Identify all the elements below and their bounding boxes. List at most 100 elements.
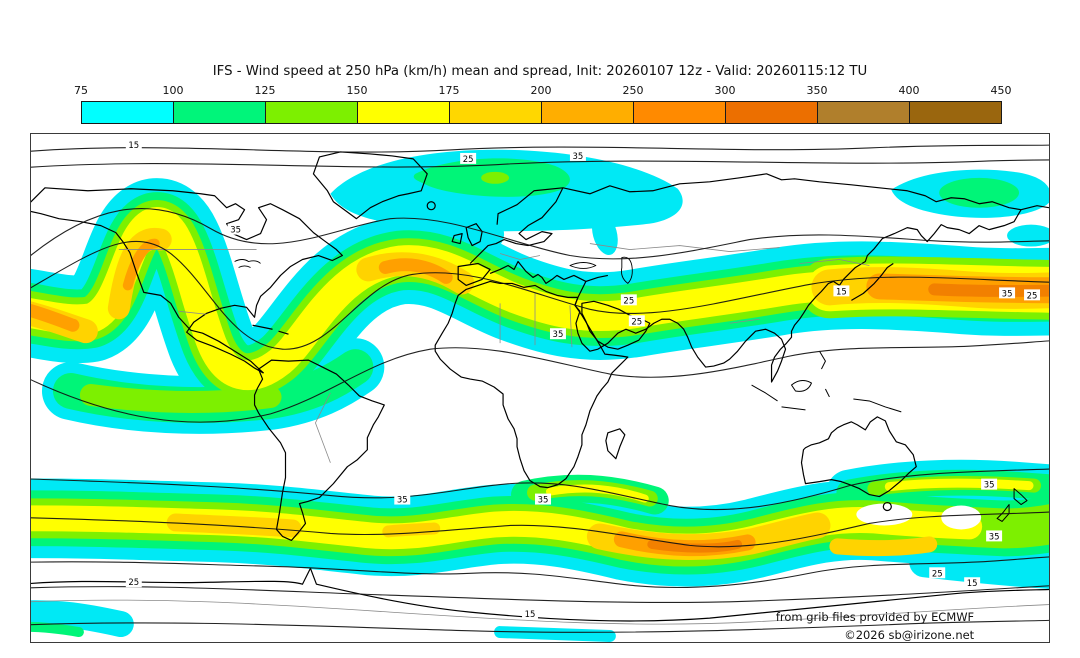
contour-sh-35-north — [20, 468, 1060, 511]
contour-chip-bg — [628, 315, 645, 327]
contour-chip-label: 15 — [128, 140, 139, 150]
colorbar-tick-125: 125 — [254, 84, 276, 97]
coastline-australia — [800, 416, 917, 498]
polar-canada-chartreuse-dot — [481, 171, 510, 184]
contour-chip-bg — [569, 149, 586, 161]
antarctic-green-left — [6, 621, 84, 638]
contour-chip-bg — [999, 287, 1016, 299]
border-antarctica-inner — [21, 599, 1059, 625]
border-south-america — [315, 392, 331, 463]
contour-chip-bg — [460, 152, 477, 164]
contour-sh-25 — [20, 584, 1060, 604]
contour-chip-label: 35 — [538, 495, 549, 505]
colorbar-cell-175-200 — [449, 101, 542, 124]
gold-sh-spot — [382, 522, 441, 538]
coastline-greenland — [312, 151, 428, 220]
colorbar-cell-100-125 — [173, 101, 266, 124]
contour-chip-bg — [1024, 289, 1041, 301]
colorbar-cell-125-150 — [265, 101, 358, 124]
colorbar-tick-75: 75 — [74, 84, 88, 97]
attribution-ecmwf: from grib files provided by ECMWF — [776, 610, 974, 624]
coastline-mediterranean-north — [489, 260, 608, 285]
coastline-cuba — [252, 324, 289, 335]
spread-contours — [20, 144, 1060, 633]
white-gaps — [856, 503, 982, 530]
border-russia-south — [589, 243, 870, 266]
coastline-great-lakes — [234, 259, 261, 268]
colorbar-tick-400: 400 — [898, 84, 920, 97]
gap-tasman-east — [941, 505, 982, 530]
colorbar-cell-350-400 — [817, 101, 910, 124]
coastline-arabia — [581, 300, 651, 350]
contour-chip-label: 15 — [967, 578, 978, 588]
contour-chip-label: 35 — [1002, 288, 1013, 298]
streak-safrica-yellow — [545, 484, 649, 503]
world-wind-map: 15 25 35 35 35 25 25 15 35 25 35 35 35 35 25 25 15 15 fro… — [0, 138, 1080, 642]
contour-chip-bg — [394, 493, 411, 505]
contour-nh-35-north — [20, 208, 1059, 264]
contour-chip-bg — [535, 493, 551, 505]
antarctic-cyan-left — [0, 600, 134, 638]
colorbar-tick-150: 150 — [346, 84, 368, 97]
contour-sh-35-south — [21, 555, 1060, 589]
colorbar-cell-75-100 — [81, 101, 174, 124]
antarctic-cyan-center — [494, 626, 616, 642]
contour-chip-label: 25 — [1027, 290, 1038, 300]
spread-contour-labels: 15 25 35 35 35 25 25 15 35 25 35 35 35 35 25 25 15 15 — [125, 138, 1041, 620]
jet-nh-branch-chartreuse — [79, 384, 282, 413]
border-sahara — [499, 293, 573, 348]
coastline-north-america-east — [22, 187, 343, 374]
gap-tasman-west — [856, 503, 913, 526]
coastline-iberia — [457, 262, 491, 287]
contour-chip-label: 25 — [631, 316, 642, 326]
contour-chip-label: 25 — [128, 577, 139, 587]
polar-blob-small-right — [1007, 224, 1055, 247]
contour-nh-25 — [20, 159, 1059, 169]
deep-orange-sh — [647, 539, 743, 553]
contour-chip-bg — [833, 285, 850, 297]
contour-sh-inner — [21, 510, 1060, 548]
chart-title: IFS - Wind speed at 250 hPa (km/h) mean … — [212, 64, 868, 79]
coastline-arctic-russia — [562, 173, 1050, 211]
contour-chip-label: 35 — [230, 225, 241, 235]
coastline-black-sea — [569, 262, 597, 269]
coastline-tasmania — [882, 501, 892, 512]
colorbar-tick-350: 350 — [806, 84, 828, 97]
contour-chip-bg — [549, 328, 566, 340]
coastline-iceland — [426, 201, 436, 211]
colorbar-tick-250: 250 — [622, 84, 644, 97]
colorbar-tick-100: 100 — [162, 84, 184, 97]
colorbar-cell-200-250 — [541, 101, 634, 124]
attribution-copyright: ©2026 sb@irizone.net — [844, 628, 974, 642]
colorbar-cell-300-350 — [725, 101, 818, 124]
contour-chip-bg — [981, 478, 998, 490]
contour-chip-bg — [986, 530, 1003, 542]
coastline-south-america — [253, 359, 385, 541]
contour-chip-bg — [125, 576, 142, 588]
coastline-east-asia — [574, 209, 1022, 383]
gold-sh-right — [829, 536, 938, 557]
contour-chip-bg — [964, 577, 981, 589]
map-frame: 15 25 35 35 35 25 25 15 35 25 35 35 35 35 25 25 15 15 fro… — [0, 133, 1080, 643]
contour-chip-label: 35 — [397, 495, 408, 505]
contour-nh-south — [20, 339, 1060, 423]
orange-atlantic — [378, 258, 453, 284]
country-borders — [21, 243, 1059, 625]
contour-chip-label: 25 — [463, 154, 474, 164]
orange-pacific-entry — [0, 297, 80, 332]
contour-chip-bg — [929, 567, 946, 579]
colorbar-tick-450: 450 — [990, 84, 1012, 97]
coastline-indonesia — [751, 350, 902, 413]
coastline-north-america-west — [22, 209, 264, 374]
gold-sh-left — [166, 513, 302, 538]
contour-chip-bg — [620, 294, 637, 306]
contour-chip-bg — [522, 608, 539, 620]
contour-chip-bg — [125, 138, 142, 150]
coastline-africa — [434, 280, 629, 489]
jet-sh-australia-yellow — [884, 478, 1034, 492]
contour-chip-label: 15 — [836, 286, 847, 296]
border-us-mexico — [178, 310, 207, 315]
contour-chip-label: 15 — [525, 609, 536, 619]
contour-nh-15 — [20, 144, 1059, 153]
